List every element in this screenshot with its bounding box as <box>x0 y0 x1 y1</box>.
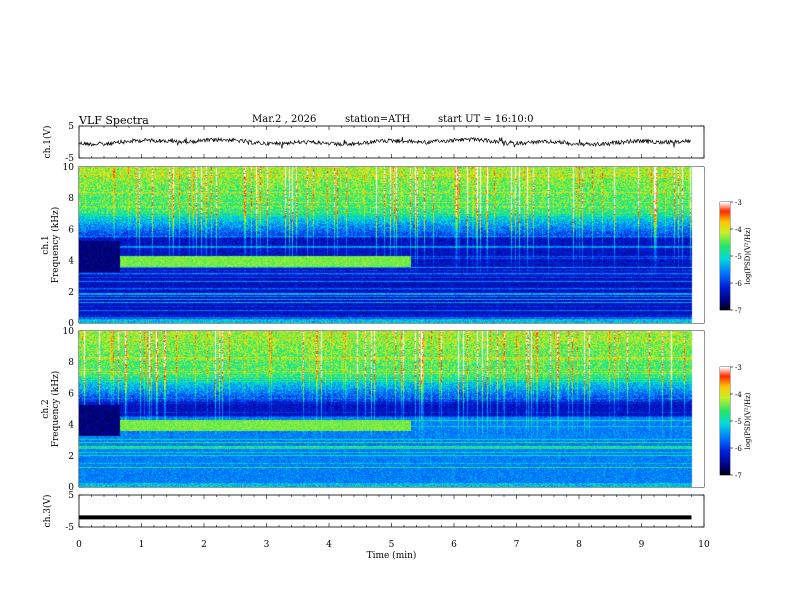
ch1-spectrogram-channel-label: ch.1 <box>41 235 51 254</box>
y-tick-label: 4 <box>68 257 74 267</box>
colorbar-tick-label: -5 <box>735 253 742 261</box>
y-tick-label: 4 <box>68 421 74 431</box>
x-axis-label: Time (min) <box>367 550 417 561</box>
x-tick-label: 7 <box>514 540 520 550</box>
x-tick-label: 5 <box>389 540 395 550</box>
colorbar-tick-label: -7 <box>735 307 742 315</box>
x-tick-label: 1 <box>139 540 145 550</box>
y-tick-label: 6 <box>68 389 74 399</box>
colorbar-tick-label: -6 <box>735 280 742 288</box>
y-tick-label: 5 <box>68 122 74 132</box>
y-tick-label: -5 <box>65 154 74 164</box>
figure-title: VLF Spectra <box>79 114 149 127</box>
y-tick-label: 0 <box>68 319 74 329</box>
colorbar-tick-label: -6 <box>735 445 742 453</box>
ch3-waveform-frame <box>78 494 705 528</box>
ch1-spectrogram-colorbar-label: log(PSD)(V²/Hz) <box>744 227 752 284</box>
ch3-waveform-ylabel: ch.3(V) <box>42 495 53 528</box>
ch1-waveform-ylabel: ch.1(V) <box>42 126 53 159</box>
ch1-waveform-line <box>78 136 692 149</box>
colorbar-tick-label: -7 <box>735 472 742 480</box>
station-label: station=ATH <box>345 114 411 125</box>
y-tick-label: 0 <box>68 483 74 493</box>
ch2-colorbar-image <box>720 367 730 475</box>
y-tick-label: 5 <box>68 491 74 501</box>
start-time-label: start UT = 16:10:0 <box>438 114 534 125</box>
y-tick-label: 10 <box>63 163 75 173</box>
colorbar-tick-label: -4 <box>735 391 742 399</box>
ch2-spectrogram-channel-label: ch.2 <box>41 399 51 418</box>
y-tick-label: 2 <box>68 288 74 298</box>
y-tick-label: 8 <box>68 194 74 204</box>
colorbar-tick-label: -4 <box>735 226 742 234</box>
ch1-colorbar-image <box>720 202 730 310</box>
x-tick-label: 6 <box>451 540 457 550</box>
colorbar-tick-label: -3 <box>735 199 742 207</box>
x-tick-label: 0 <box>76 540 82 550</box>
ch2-spectrogram-image <box>79 331 704 487</box>
y-tick-label: 2 <box>68 452 74 462</box>
x-tick-label: 3 <box>264 540 270 550</box>
ch2-spectrogram-ylabel: Frequency (kHz) <box>50 371 61 448</box>
y-tick-label: 8 <box>68 358 74 368</box>
y-tick-label: 6 <box>68 225 74 235</box>
ch2-spectrogram-colorbar-label: log(PSD)(V²/Hz) <box>744 392 752 449</box>
y-tick-label: 10 <box>63 327 75 337</box>
colorbar-tick-label: -5 <box>735 418 742 426</box>
ch1-spectrogram-image <box>79 167 704 323</box>
x-tick-label: 9 <box>639 540 645 550</box>
x-tick-label: 10 <box>698 540 710 550</box>
x-tick-label: 8 <box>576 540 582 550</box>
date-label: Mar.2 , 2026 <box>252 114 317 125</box>
x-tick-label: 4 <box>326 540 332 550</box>
y-tick-label: -5 <box>65 523 74 533</box>
ch1-spectrogram-ylabel: Frequency (kHz) <box>50 207 61 284</box>
colorbar-tick-label: -3 <box>735 364 742 372</box>
x-tick-label: 2 <box>201 540 207 550</box>
